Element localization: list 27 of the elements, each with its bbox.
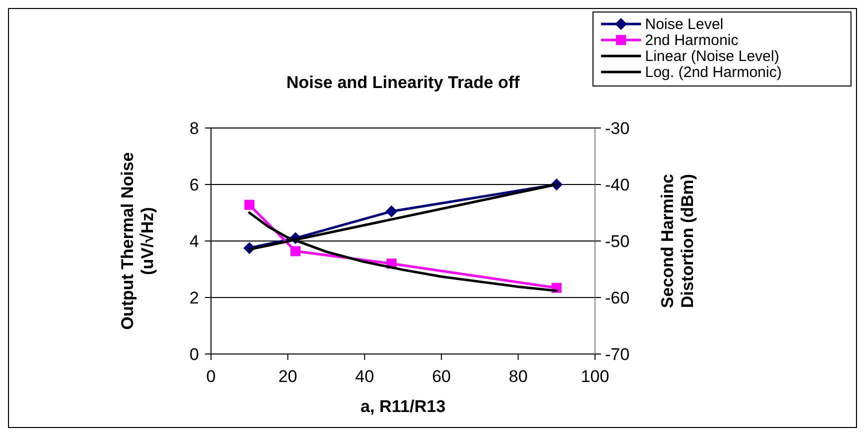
- y2-tick-label: -30: [605, 119, 630, 138]
- point: [290, 246, 300, 256]
- y-tick-label: 8: [190, 119, 199, 138]
- x-tick-label: 100: [580, 367, 610, 386]
- point: [385, 205, 398, 218]
- y-tick-label: 4: [190, 232, 199, 251]
- legend-label: 2nd Harmonic: [645, 32, 739, 49]
- y2-tick-label: -40: [605, 176, 630, 194]
- y-tick-label: 0: [190, 345, 199, 364]
- y2-tick-label: -50: [605, 232, 630, 251]
- y2-tick-label: -70: [605, 345, 630, 364]
- x-tick-label: 40: [355, 367, 374, 386]
- x-tick-label: 0: [206, 367, 216, 386]
- y-tick-label: 6: [190, 176, 199, 194]
- y2-axis-title: Second Harminc Distortion (dBm): [658, 174, 697, 308]
- x-tick-label: 80: [508, 367, 528, 386]
- y-axis-title: Output Thermal Noise (uV/√Hz): [118, 152, 157, 330]
- legend-label: Linear (Noise Level): [645, 48, 780, 65]
- x-tick-label: 60: [432, 367, 451, 386]
- y2-tick-label: -60: [605, 288, 630, 308]
- legend-label: Noise Level: [645, 16, 724, 33]
- point: [244, 200, 254, 210]
- legend-label: Log. (2nd Harmonic): [645, 64, 782, 81]
- x-tick-label: 20: [278, 367, 298, 386]
- y-tick-label: 2: [190, 288, 199, 308]
- chart-title: Noise and Linearity Trade off: [286, 73, 520, 92]
- x-axis-title: a, R11/R13: [360, 397, 446, 416]
